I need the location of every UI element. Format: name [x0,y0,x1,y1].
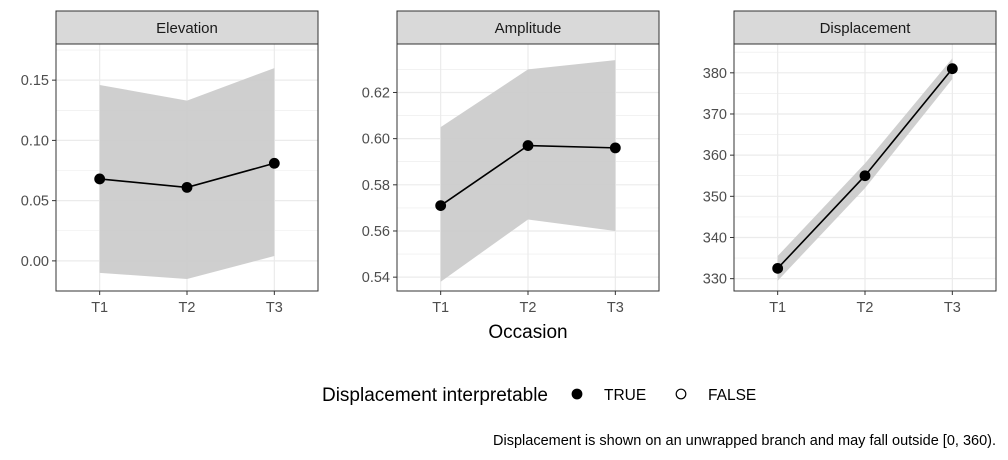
y-tick-label: 0.00 [21,254,49,270]
x-tick-label: T2 [857,300,874,316]
facet-strip [55,10,319,45]
y-tick-label: 330 [703,272,727,288]
y-tick-label: 0.05 [21,194,49,210]
x-tick-label: T2 [179,300,196,316]
facet-panel-1: Amplitude 0.54 0.56 0.58 0.60 0.62 T1 T2 T3 [362,10,660,316]
x-axis-title: Occasion [488,322,567,343]
facet-strip [396,10,660,45]
data-point [94,173,106,185]
y-tick-label: 340 [703,230,727,246]
x-tick-label: T1 [91,300,108,316]
data-point [609,142,621,154]
x-tick-label: T3 [266,300,283,316]
y-tick-label: 0.15 [21,73,49,89]
x-tick-label: T3 [944,300,961,316]
x-tick-label: T2 [520,300,537,316]
confidence-ribbon [440,60,616,282]
y-tick-label: 0.58 [362,178,390,194]
chart-caption: Displacement is shown on an unwrapped br… [493,433,996,449]
legend-marker-true [571,388,583,400]
facet-panel-0: Elevation 0.00 0.05 0.10 0.15 T1 T2 T3 [21,10,319,316]
facet-strip [733,10,997,45]
legend-label: TRUE [604,387,646,404]
y-tick-label: 0.10 [21,133,49,149]
data-point [268,157,280,169]
legend: Displacement interpretable TRUE FALSE [322,385,756,406]
y-tick-label: 0.56 [362,224,390,240]
y-tick-label: 350 [703,189,727,205]
facet-strip-label: Displacement [820,20,912,37]
data-point [522,140,534,151]
legend-label: FALSE [708,387,756,404]
x-tick-label: T3 [607,300,624,316]
y-tick-label: 380 [703,66,727,82]
legend-title: Displacement interpretable [322,385,548,406]
data-point [181,181,193,193]
confidence-ribbon [777,58,953,281]
facet-panel-2: Displacement 330 340 350 360 370 380 T1 T2 T3 [703,10,997,316]
y-tick-label: 0.54 [362,270,390,286]
y-tick-label: 0.62 [362,85,390,101]
data-point [435,200,447,211]
y-tick-label: 360 [703,148,727,164]
data-point [859,170,871,182]
data-point [946,63,958,75]
facet-strip-label: Elevation [156,20,218,37]
y-tick-label: 0.60 [362,132,390,148]
facet-strip-label: Amplitude [495,20,562,37]
data-point [772,262,784,274]
x-tick-label: T1 [432,300,449,316]
legend-marker-false [675,388,687,400]
x-tick-label: T1 [769,300,786,316]
y-tick-label: 370 [703,107,727,123]
confidence-ribbon [99,68,275,279]
